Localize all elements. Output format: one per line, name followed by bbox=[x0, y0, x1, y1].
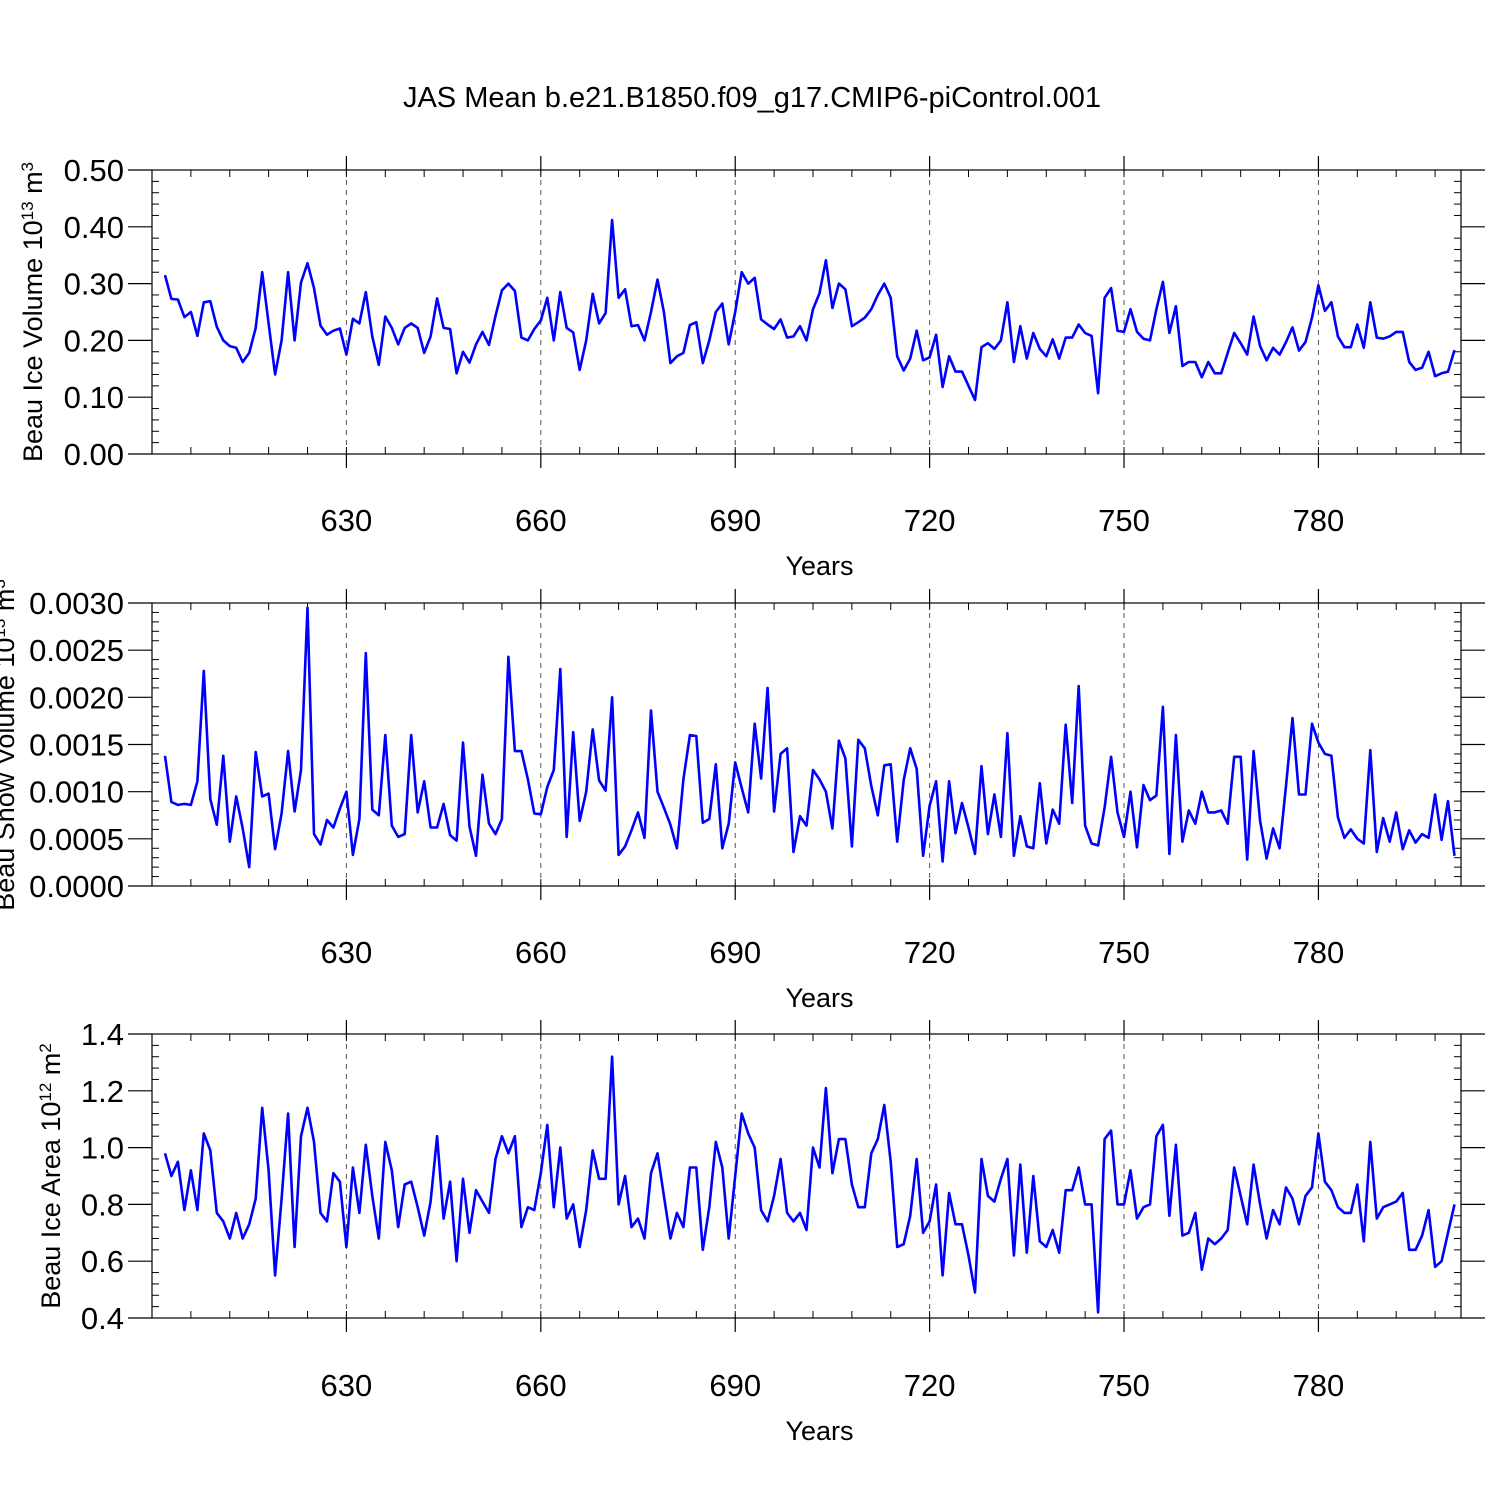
y-axis-label-exponent: 13 bbox=[0, 619, 9, 638]
y-axis-label: Beau Snow Volume 1013 m3 bbox=[0, 579, 20, 911]
x-tick-label: 750 bbox=[1098, 935, 1150, 970]
x-tick-label: 750 bbox=[1098, 1368, 1150, 1403]
x-axis-label: Years bbox=[785, 1416, 853, 1446]
y-tick-label: 1.0 bbox=[81, 1131, 124, 1166]
series-line bbox=[163, 218, 1456, 402]
y-tick-label: 0.0030 bbox=[29, 586, 124, 621]
y-tick-label: 0.30 bbox=[64, 267, 124, 302]
x-tick-label: 720 bbox=[904, 1368, 956, 1403]
y-axis-label-text: Beau Ice Area 10 bbox=[36, 1102, 66, 1309]
y-tick-label: 0.0000 bbox=[29, 869, 124, 904]
x-tick-label: 630 bbox=[321, 1368, 373, 1403]
y-tick-label: 0.50 bbox=[64, 153, 124, 188]
y-axis-label-unit-exponent: 2 bbox=[36, 1043, 55, 1052]
y-tick-label: 1.4 bbox=[81, 1017, 124, 1052]
x-tick-label: 780 bbox=[1293, 503, 1345, 538]
x-tick-label: 780 bbox=[1293, 935, 1345, 970]
x-tick-label: 720 bbox=[904, 503, 956, 538]
y-axis-label-unit: m bbox=[0, 589, 20, 619]
y-tick-label: 0.0025 bbox=[29, 633, 124, 668]
series-line bbox=[163, 1055, 1456, 1314]
y-axis-label-exponent: 13 bbox=[18, 201, 37, 220]
y-axis-label: Beau Ice Volume 1013 m3 bbox=[18, 162, 49, 462]
x-tick-label: 630 bbox=[321, 935, 373, 970]
y-tick-label: 0.0005 bbox=[29, 822, 124, 857]
x-tick-label: 690 bbox=[709, 1368, 761, 1403]
panel-ice-volume: 630 660 690 720 750 780 0.00 0.10 0.20 0.30 0.40 0.… bbox=[18, 153, 1485, 581]
y-tick-label: 0.20 bbox=[64, 323, 124, 358]
panel-ice-area: 630 660 690 720 750 780 0.4 0.6 0.8 1.0 1.2 1.4 Year… bbox=[36, 1017, 1485, 1446]
x-tick-label: 720 bbox=[904, 935, 956, 970]
x-tick-label: 690 bbox=[709, 503, 761, 538]
x-axis-label: Years bbox=[785, 551, 853, 581]
y-axis-label-unit: m bbox=[18, 171, 48, 201]
y-axis-label-text: Beau Ice Volume 10 bbox=[18, 220, 48, 462]
y-axis-label-text: Beau Snow Volume 10 bbox=[0, 638, 20, 911]
y-tick-label: 0.8 bbox=[81, 1187, 124, 1222]
plot-frame bbox=[151, 602, 1462, 887]
plot-frame bbox=[151, 1033, 1462, 1319]
x-tick-label: 660 bbox=[515, 935, 567, 970]
y-tick-label: 0.6 bbox=[81, 1244, 124, 1279]
x-tick-label: 630 bbox=[321, 503, 373, 538]
y-axis-label-unit-exponent: 3 bbox=[18, 162, 37, 171]
figure-title: JAS Mean b.e21.B1850.f09_g17.CMIP6-piCon… bbox=[403, 82, 1101, 114]
panel-snow-volume: 630 660 690 720 750 780 0.0000 0.0005 0.0010 0.00… bbox=[0, 579, 1485, 1013]
x-axis-label: Years bbox=[785, 983, 853, 1013]
y-tick-label: 0.0020 bbox=[29, 680, 124, 715]
series-line bbox=[163, 606, 1456, 869]
x-tick-label: 780 bbox=[1293, 1368, 1345, 1403]
y-axis-label-unit: m bbox=[36, 1053, 66, 1083]
y-tick-label: 0.00 bbox=[64, 437, 124, 472]
x-tick-label: 660 bbox=[515, 1368, 567, 1403]
x-tick-label: 750 bbox=[1098, 503, 1150, 538]
y-tick-label: 0.0010 bbox=[29, 775, 124, 810]
y-tick-label: 0.10 bbox=[64, 380, 124, 415]
y-tick-label: 0.0015 bbox=[29, 728, 124, 763]
y-axis-label-exponent: 12 bbox=[36, 1083, 55, 1102]
y-tick-label: 0.4 bbox=[81, 1301, 124, 1336]
y-tick-label: 0.40 bbox=[64, 210, 124, 245]
y-axis-label: Beau Ice Area 1012 m2 bbox=[36, 1043, 67, 1309]
plot-frame bbox=[151, 169, 1462, 455]
y-tick-label: 1.2 bbox=[81, 1074, 124, 1109]
x-tick-label: 690 bbox=[709, 935, 761, 970]
y-axis-label-unit-exponent: 3 bbox=[0, 579, 9, 588]
x-tick-label: 660 bbox=[515, 503, 567, 538]
